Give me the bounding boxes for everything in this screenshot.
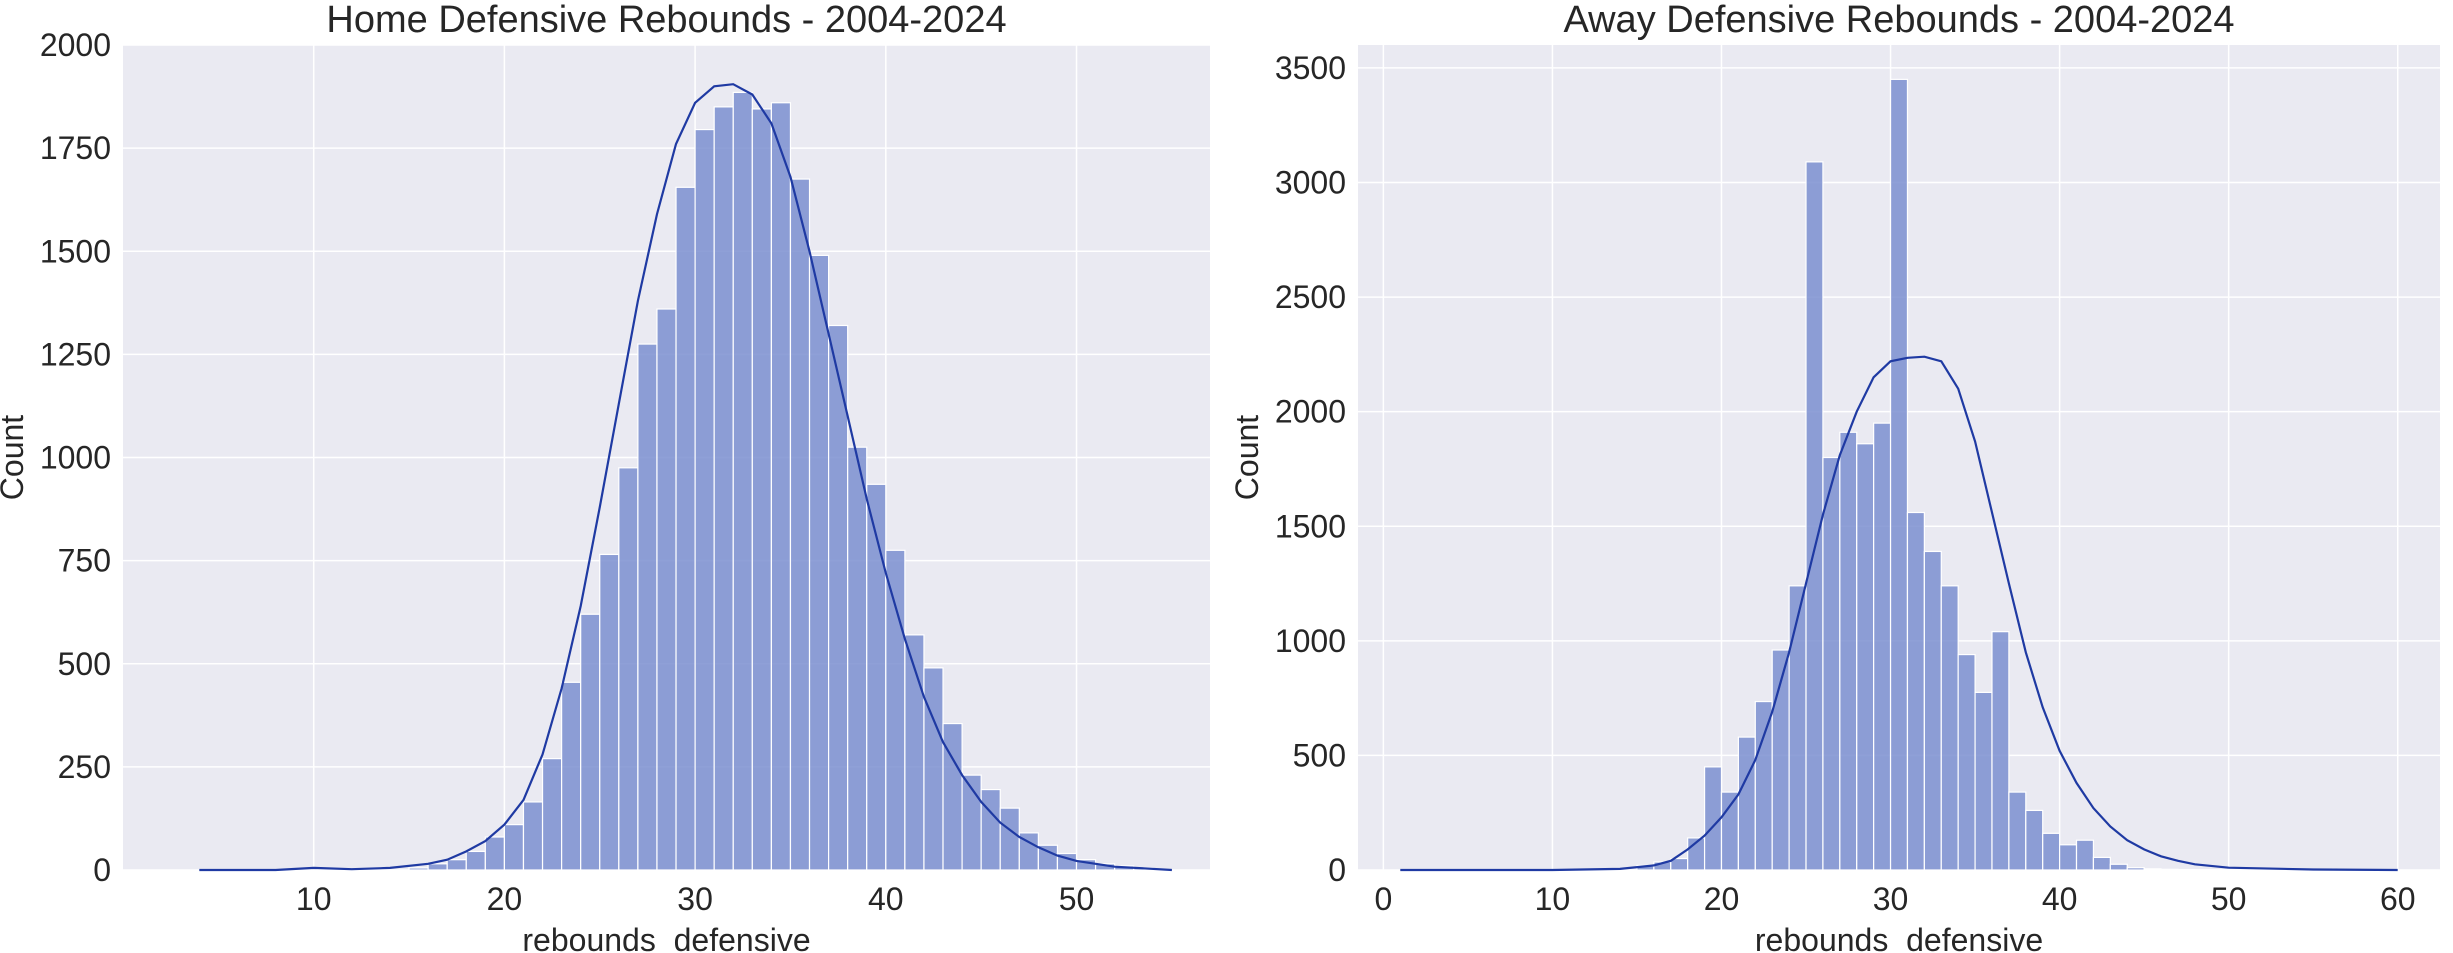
histogram-bar xyxy=(656,308,677,871)
histogram-bar xyxy=(446,859,467,871)
histogram-bar xyxy=(923,667,944,871)
histogram-bar xyxy=(2008,791,2027,871)
histogram-bar xyxy=(675,186,696,871)
y-tick-label: 1750 xyxy=(40,130,111,166)
histogram-bar xyxy=(2042,832,2061,871)
histogram-bar xyxy=(2126,867,2145,871)
histogram-bar xyxy=(2109,863,2128,871)
histogram-bar xyxy=(1991,631,2010,871)
histogram-bar xyxy=(1703,766,1723,871)
histogram-bar xyxy=(1856,443,1875,871)
histogram-bar xyxy=(1737,736,1756,871)
histogram-bar xyxy=(732,91,753,871)
y-tick-label: 1500 xyxy=(40,233,111,269)
histogram-bar xyxy=(2059,844,2078,871)
x-tick-label: 10 xyxy=(296,881,332,917)
histogram-bar xyxy=(1940,585,1959,871)
y-tick-label: 750 xyxy=(58,543,111,579)
y-tick-label: 1000 xyxy=(1275,623,1346,659)
histogram-bar xyxy=(885,549,906,871)
chart-title: Home Defensive Rebounds - 2004-2024 xyxy=(326,0,1006,41)
histogram-bar xyxy=(1923,550,1942,871)
y-tick-label: 1500 xyxy=(1275,508,1346,544)
histogram-bar xyxy=(408,867,429,871)
histogram-bar xyxy=(847,446,868,871)
y-axis-label: Count xyxy=(1229,415,1265,501)
histogram-bar xyxy=(1754,700,1773,871)
histogram-bars xyxy=(408,91,1154,871)
histogram-bar xyxy=(866,483,887,871)
histogram-bar xyxy=(561,681,582,871)
kde-curve xyxy=(1400,355,2398,872)
histogram-bar xyxy=(980,788,1001,871)
y-tick-label: 250 xyxy=(58,749,111,785)
y-tick-label: 3500 xyxy=(1275,50,1346,86)
chart-title: Away Defensive Rebounds - 2004-2024 xyxy=(1563,0,2234,41)
x-tick-label: 20 xyxy=(1704,881,1740,917)
y-tick-label: 2000 xyxy=(1275,394,1346,430)
histogram-bar xyxy=(789,178,811,871)
tick-labels: 0 10 20 30 40 50 60 0 500 1000 1500 2000 2500 3000 350… xyxy=(1275,50,2416,917)
histogram-bar xyxy=(1974,691,1993,871)
x-tick-label: 50 xyxy=(2211,881,2247,917)
histogram-bar xyxy=(1906,511,1925,871)
histogram-bar xyxy=(503,824,525,871)
y-axis-label: Count xyxy=(0,415,30,501)
y-tick-label: 500 xyxy=(1293,737,1346,773)
histogram-bar xyxy=(1957,653,1976,871)
histogram-bar xyxy=(2025,809,2044,871)
x-tick-label: 40 xyxy=(2042,881,2078,917)
histogram-bar xyxy=(694,128,715,871)
x-tick-label: 20 xyxy=(487,881,523,917)
y-tick-label: 1000 xyxy=(40,440,111,476)
histogram-bar xyxy=(2160,868,2179,871)
histogram-bar xyxy=(808,254,830,871)
kde-curve xyxy=(199,83,1172,872)
histogram-bar xyxy=(618,467,639,871)
y-tick-label: 500 xyxy=(58,646,111,682)
x-axis-label: rebounds_defensive xyxy=(522,922,810,953)
histogram-bar xyxy=(999,807,1020,871)
x-tick-label: 60 xyxy=(2380,881,2416,917)
x-tick-label: 0 xyxy=(1374,881,1392,917)
histogram-bar xyxy=(580,613,601,871)
x-tick-label: 10 xyxy=(1535,881,1571,917)
histogram-bar xyxy=(1873,422,1892,871)
histogram-bar xyxy=(1822,456,1841,871)
histogram-bars xyxy=(1636,78,2264,871)
y-tick-label: 0 xyxy=(1328,852,1346,888)
y-tick-label: 2000 xyxy=(40,27,111,63)
x-tick-label: 30 xyxy=(677,881,713,917)
histogram-bar xyxy=(1788,585,1807,871)
x-tick-label: 30 xyxy=(1873,881,1909,917)
histogram-bar xyxy=(2092,856,2111,871)
histogram-bar xyxy=(770,102,792,871)
histogram-bar xyxy=(484,836,506,871)
away-rebounds-histogram-panel: 0 10 20 30 40 50 60 0 500 1000 1500 2000 2500 3000 350… xyxy=(1229,0,2440,953)
x-tick-label: 50 xyxy=(1059,881,1095,917)
histogram-bar xyxy=(522,801,544,871)
histogram-bar xyxy=(465,850,486,871)
home-rebounds-histogram-panel: 10 20 30 40 50025050075010001250150017502000… xyxy=(0,0,1210,953)
y-tick-label: 2500 xyxy=(1275,279,1346,315)
histogram-bar xyxy=(1805,161,1824,871)
histogram-bar xyxy=(751,108,772,871)
histogram-bar xyxy=(541,758,563,871)
y-tick-label: 1250 xyxy=(40,336,111,372)
x-axis-label: rebounds_defensive xyxy=(1755,922,2043,953)
histogram-bar xyxy=(2143,868,2162,871)
y-tick-label: 3000 xyxy=(1275,165,1346,201)
histogram-bar xyxy=(713,106,734,871)
y-tick-label: 0 xyxy=(93,852,111,888)
histogram-bar xyxy=(599,553,620,871)
histogram-bar xyxy=(1839,431,1858,871)
x-tick-label: 40 xyxy=(868,881,904,917)
histogram-bar xyxy=(1720,791,1739,871)
histogram-bar xyxy=(427,863,448,871)
histogram-bar xyxy=(637,343,658,871)
histogram-bar xyxy=(2075,839,2095,871)
histogram-bar xyxy=(1889,78,1909,871)
